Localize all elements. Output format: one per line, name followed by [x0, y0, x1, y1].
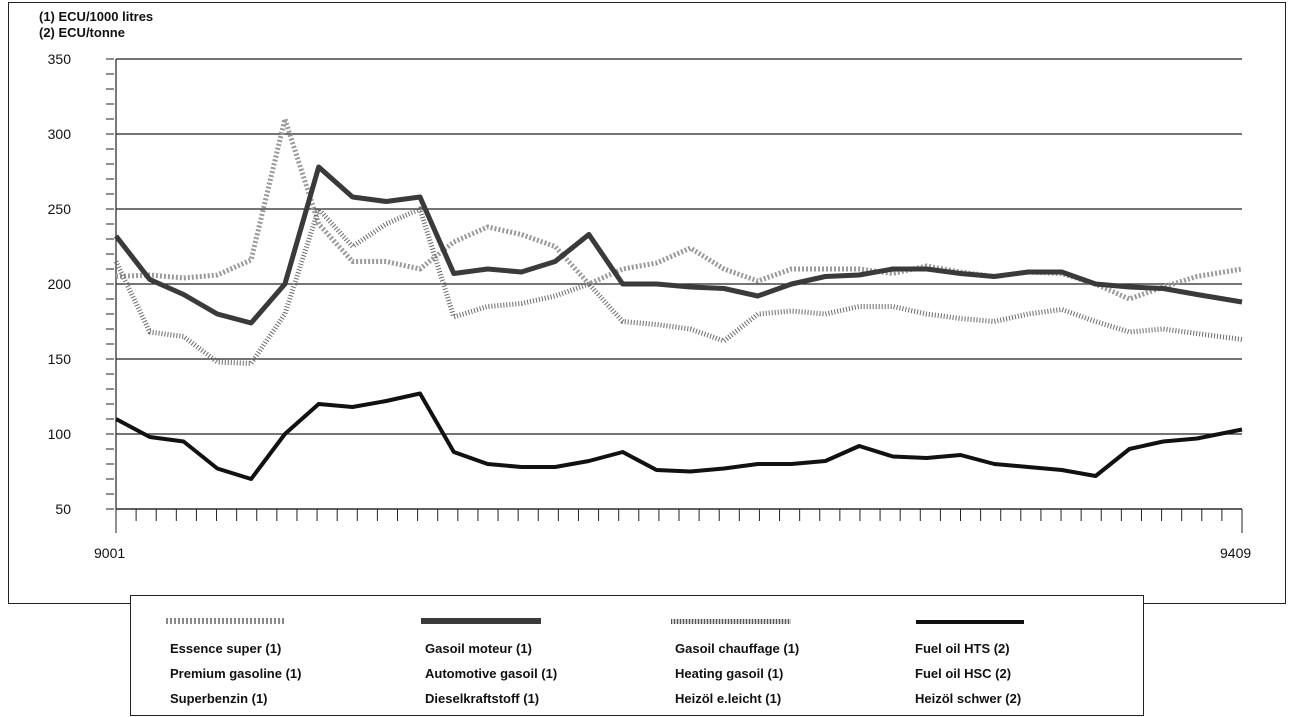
y-tick-label: 50	[55, 501, 71, 517]
legend-item-essence-super: Essence super (1) Premium gasoline (1) S…	[131, 596, 371, 717]
legend-swatch-essence-super	[166, 618, 286, 624]
series-line-2	[113, 206, 1243, 366]
y-tick-label: 250	[48, 201, 72, 217]
legend-label-en: Automotive gasoil (1)	[425, 666, 558, 681]
legend-swatch-gasoil-moteur	[421, 618, 541, 624]
y-tick-label: 300	[48, 126, 72, 142]
series-line-3	[115, 391, 1243, 481]
legend-label-de: Heizöl schwer (2)	[915, 691, 1022, 706]
unit-note-1: (1) ECU/1000 litres	[39, 9, 154, 24]
legend-label-fr: Fuel oil HTS (2)	[915, 641, 1010, 656]
x-tick-label-start: 9001	[94, 545, 125, 561]
legend-label-fr: Essence super (1)	[170, 641, 282, 656]
legend-label-de: Superbenzin (1)	[170, 691, 268, 706]
legend-label-en: Heating gasoil (1)	[675, 666, 784, 681]
legend-item-fuel-oil: Fuel oil HTS (2) Fuel oil HSC (2) Heizöl…	[876, 596, 1116, 717]
legend-label-fr: Gasoil moteur (1)	[425, 641, 532, 656]
legend-label-de: Heizöl e.leicht (1)	[675, 691, 782, 706]
legend-label-fr: Gasoil chauffage (1)	[675, 641, 800, 656]
legend-item-gasoil-chauffage: Gasoil chauffage (1) Heating gasoil (1) …	[636, 596, 876, 717]
chart-frame: (1) ECU/1000 litres (2) ECU/tonne 50 100 1…	[8, 2, 1286, 604]
x-tick-label-end: 9409	[1220, 545, 1251, 561]
unit-note-2: (2) ECU/tonne	[39, 25, 125, 40]
series-line-1	[114, 164, 1243, 326]
line-chart: 50 100 150 200 250 300 350 9001 9409	[48, 51, 1252, 561]
legend-item-gasoil-moteur: Gasoil moteur (1) Automotive gasoil (1) …	[386, 596, 626, 717]
y-tick-label: 100	[48, 426, 72, 442]
legend-label-en: Fuel oil HSC (2)	[915, 666, 1012, 681]
legend: Essence super (1) Premium gasoline (1) S…	[130, 595, 1144, 716]
legend-swatch-fuel-oil	[916, 620, 1024, 624]
legend-label-de: Dieselkraftstoff (1)	[425, 691, 540, 706]
legend-swatch-gasoil-chauffage	[671, 619, 791, 624]
y-tick-label: 200	[48, 276, 72, 292]
y-tick-label: 150	[48, 351, 72, 367]
y-tick-label: 350	[48, 51, 72, 67]
legend-label-en: Premium gasoline (1)	[170, 666, 302, 681]
